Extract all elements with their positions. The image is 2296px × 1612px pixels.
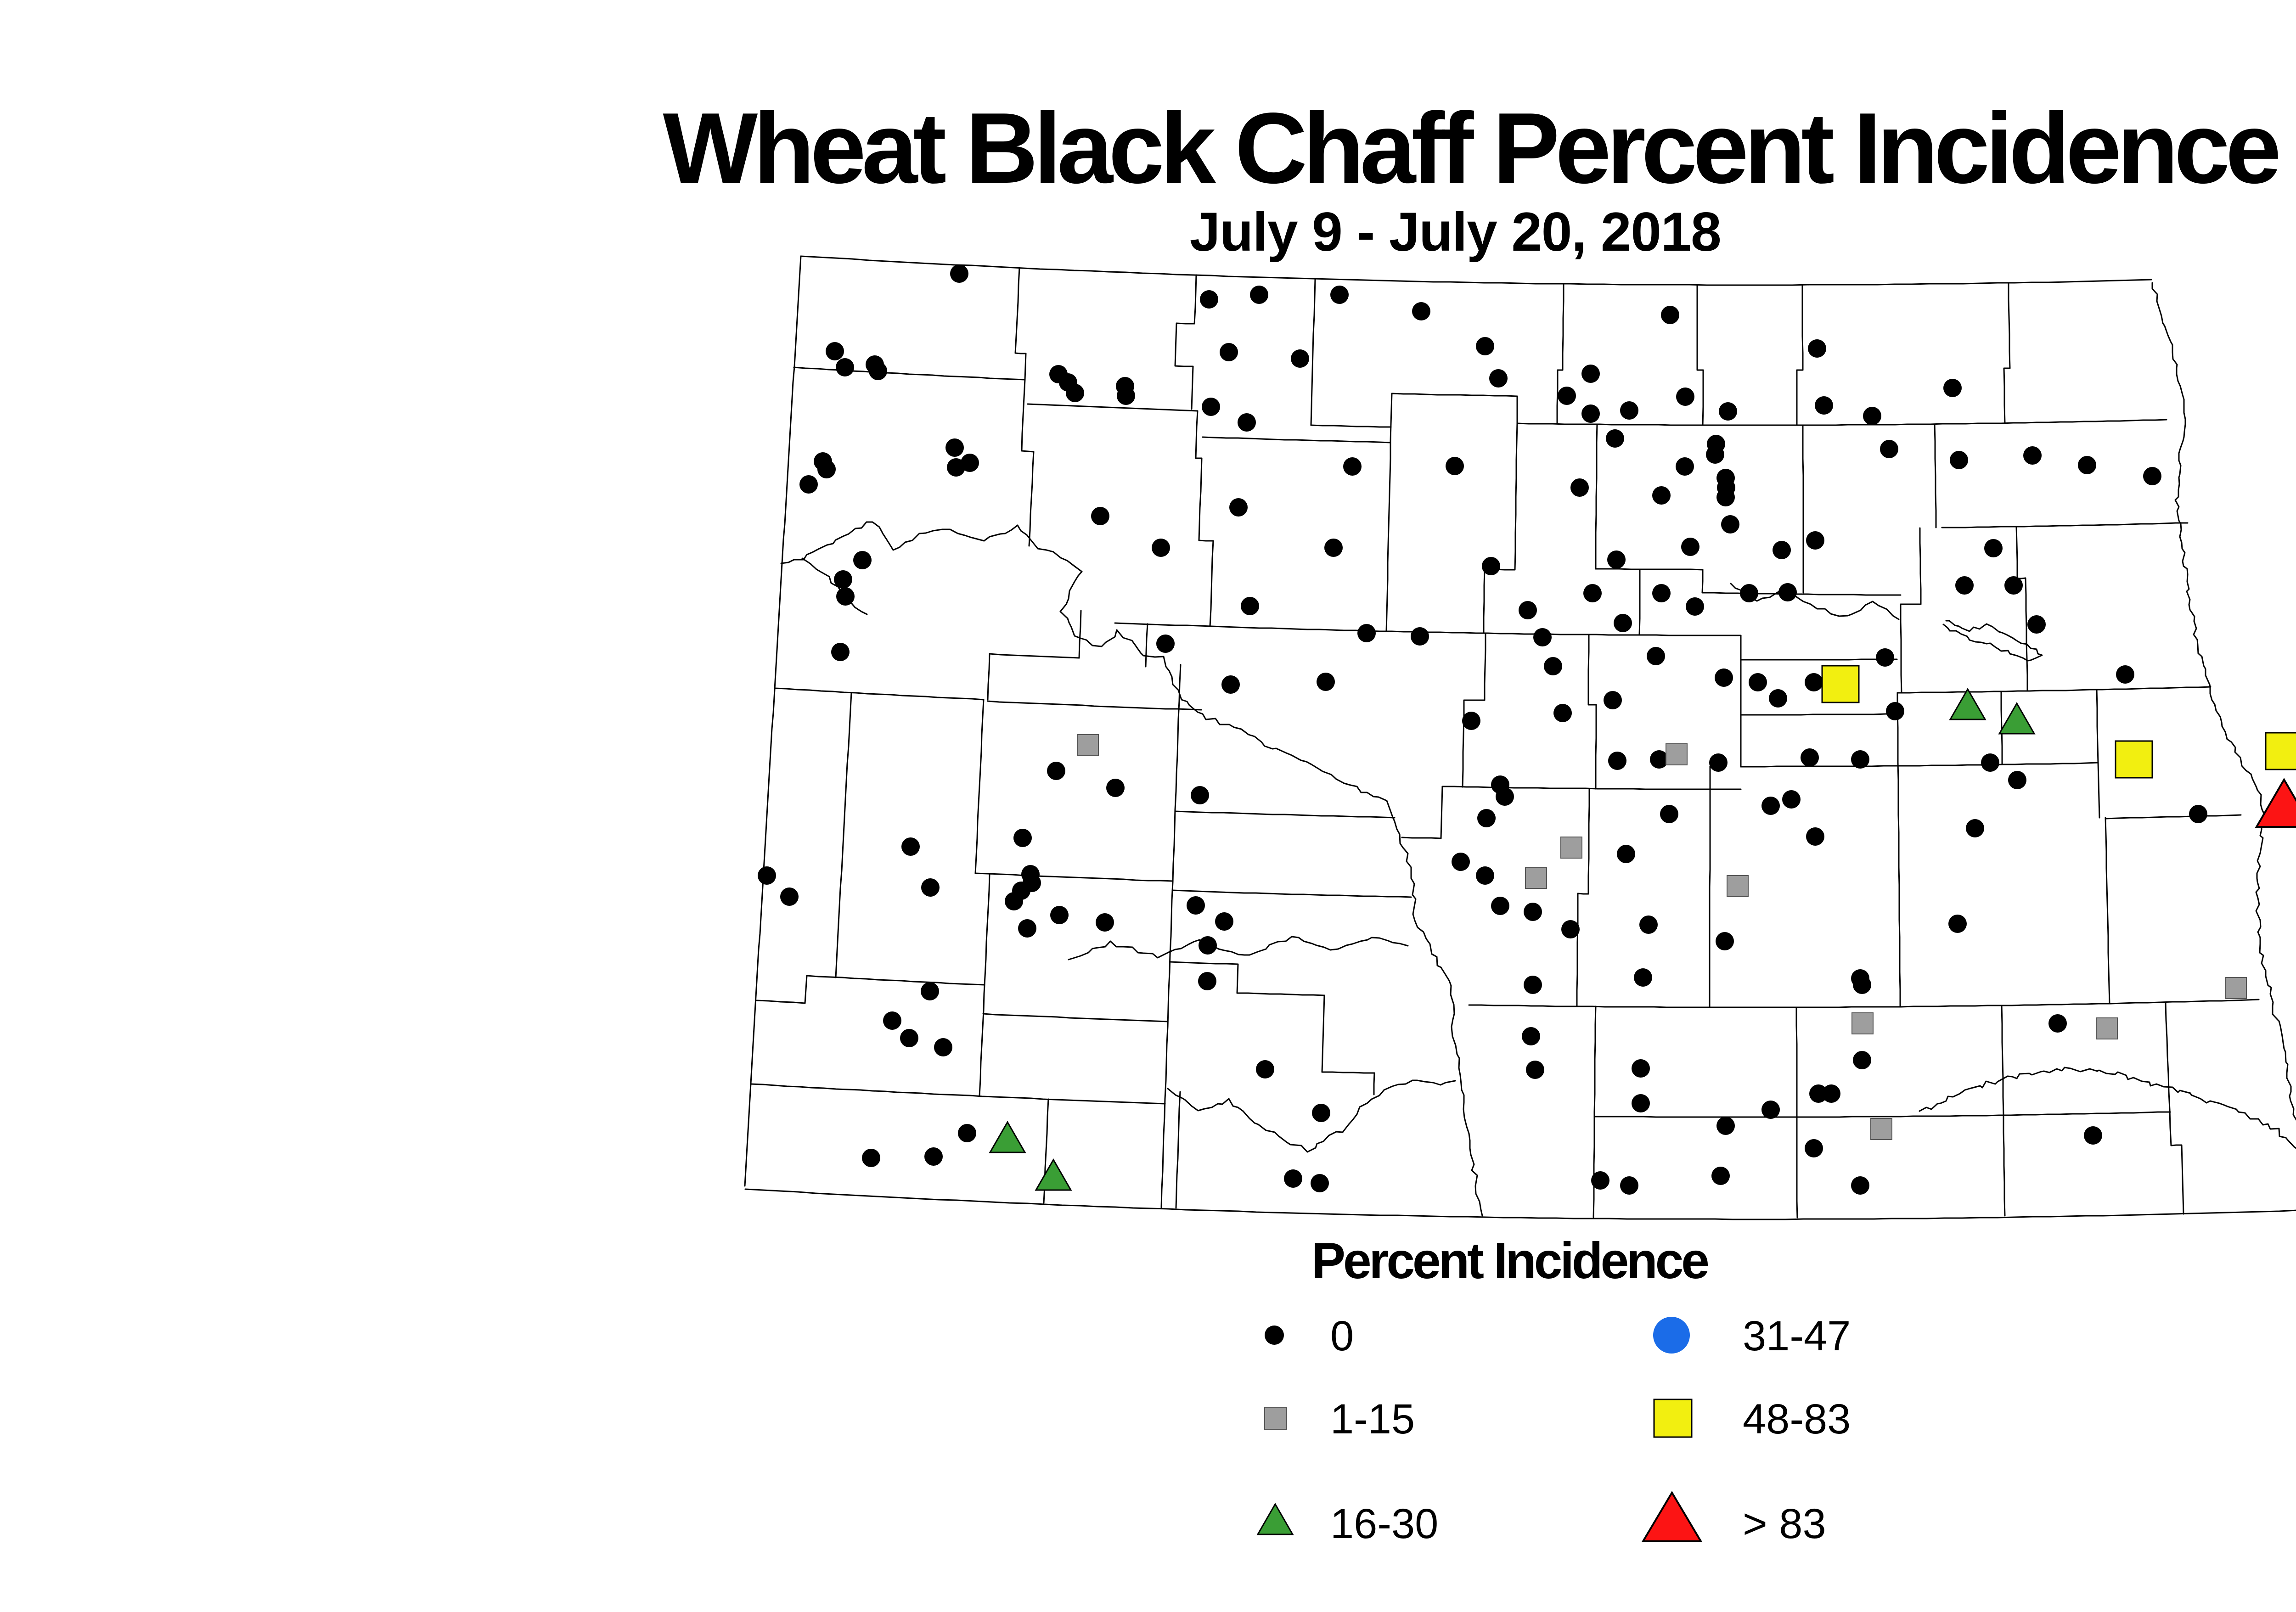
svg-text:> 83: > 83 (1743, 1500, 1826, 1547)
svg-text:48-83: 48-83 (1743, 1396, 1851, 1443)
svg-text:Percent Incidence: Percent Incidence (1311, 1232, 1708, 1289)
svg-text:1-15: 1-15 (1330, 1396, 1415, 1443)
svg-text:0: 0 (1330, 1313, 1354, 1359)
svg-text:Wheat Black Chaff Percent Inci: Wheat Black Chaff Percent Incidence (663, 92, 2279, 204)
svg-text:31-47: 31-47 (1743, 1313, 1851, 1359)
svg-text:16-30: 16-30 (1330, 1500, 1438, 1547)
svg-text:July 9 - July 20, 2018: July 9 - July 20, 2018 (1190, 201, 1721, 263)
